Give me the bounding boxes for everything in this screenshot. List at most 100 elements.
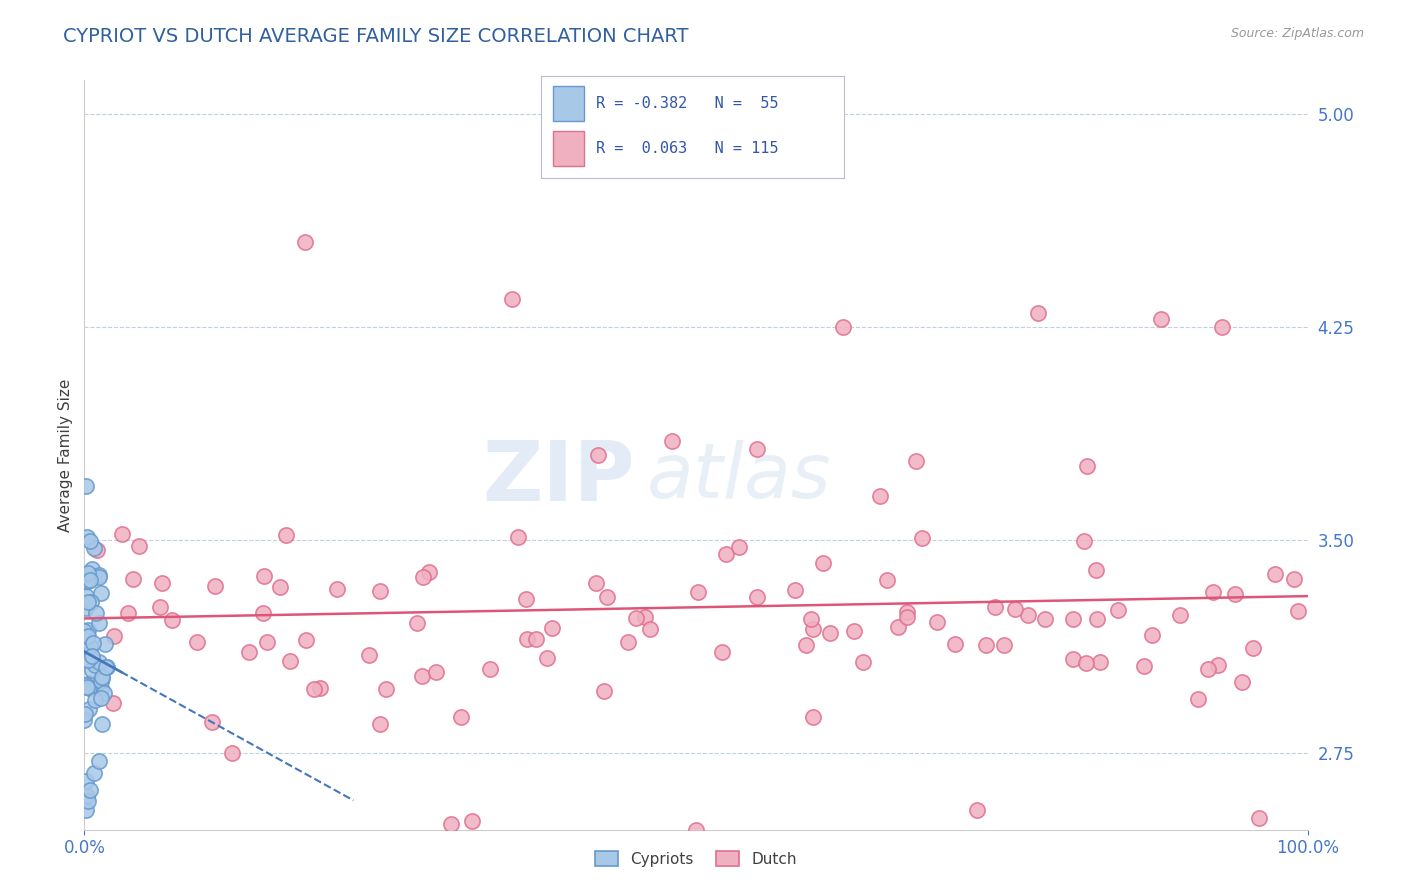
Point — [89, 586, 111, 600]
Point — [1028, 306, 1050, 320]
Point — [87, 656, 110, 670]
Point — [83, 568, 105, 582]
Point — [869, 490, 891, 504]
Point — [831, 320, 853, 334]
Point — [524, 632, 547, 646]
Point — [77, 702, 100, 716]
Point — [541, 622, 564, 636]
Point — [1211, 320, 1233, 334]
Point — [536, 651, 558, 665]
Point — [77, 629, 100, 643]
Point — [80, 663, 103, 677]
Bar — [554, 131, 583, 166]
Point — [418, 565, 440, 579]
Point — [966, 803, 988, 817]
Point — [911, 532, 934, 546]
Point — [783, 583, 806, 598]
Point — [73, 713, 96, 727]
Point — [91, 716, 114, 731]
Point — [1073, 533, 1095, 548]
Point — [80, 595, 103, 609]
Point — [96, 660, 118, 674]
Point — [294, 235, 316, 249]
Point — [75, 774, 97, 789]
Point — [253, 569, 276, 583]
Point — [79, 639, 101, 653]
Point — [96, 660, 118, 674]
Point — [685, 822, 707, 837]
Point — [1076, 459, 1098, 474]
Point — [710, 645, 733, 659]
Point — [624, 611, 647, 625]
Point — [370, 717, 392, 731]
Point — [425, 665, 447, 679]
Point — [76, 530, 98, 544]
Point — [405, 615, 427, 630]
Point — [82, 636, 104, 650]
Point — [86, 542, 108, 557]
Point — [80, 562, 103, 576]
Text: R = -0.382   N =  55: R = -0.382 N = 55 — [596, 96, 779, 111]
Point — [974, 638, 997, 652]
Point — [1062, 612, 1084, 626]
Point — [984, 600, 1007, 615]
Point — [412, 569, 434, 583]
Point — [716, 547, 738, 561]
Point — [93, 686, 115, 700]
Point — [801, 622, 824, 636]
Point — [274, 527, 297, 541]
Point — [1168, 608, 1191, 623]
Point — [103, 629, 125, 643]
Point — [1133, 658, 1156, 673]
Point — [1230, 674, 1253, 689]
Point — [121, 572, 143, 586]
Point — [76, 789, 98, 803]
Point — [461, 814, 484, 829]
Point — [80, 649, 103, 664]
Point — [150, 576, 173, 591]
Point — [1187, 692, 1209, 706]
Point — [799, 612, 821, 626]
Point — [747, 442, 769, 457]
Point — [87, 616, 110, 631]
Point — [638, 622, 661, 636]
Point — [1206, 658, 1229, 673]
Point — [252, 607, 274, 621]
Point — [502, 292, 524, 306]
Point — [478, 662, 501, 676]
Point — [596, 590, 619, 604]
Point — [79, 533, 101, 548]
Point — [75, 678, 97, 692]
Point — [278, 654, 301, 668]
Point — [1241, 640, 1264, 655]
Legend: Cypriots, Dutch: Cypriots, Dutch — [588, 843, 804, 874]
Point — [745, 590, 768, 604]
Point — [440, 817, 463, 831]
Point — [506, 530, 529, 544]
Point — [896, 605, 918, 619]
Point — [368, 583, 391, 598]
Point — [876, 573, 898, 587]
Point — [1033, 612, 1056, 626]
Point — [89, 570, 111, 584]
Point — [661, 434, 683, 448]
Text: R =  0.063   N = 115: R = 0.063 N = 115 — [596, 141, 779, 156]
Point — [727, 541, 749, 555]
Point — [87, 568, 110, 582]
Point — [76, 680, 98, 694]
Point — [374, 682, 396, 697]
Point — [796, 638, 818, 652]
Point — [905, 453, 928, 467]
Point — [221, 746, 243, 760]
Point — [803, 710, 825, 724]
Point — [634, 610, 657, 624]
Point — [93, 637, 115, 651]
Point — [450, 710, 472, 724]
Point — [304, 682, 326, 697]
Text: ZIP: ZIP — [482, 437, 636, 518]
Point — [186, 634, 208, 648]
Point — [160, 613, 183, 627]
Point — [90, 681, 112, 695]
Point — [77, 574, 100, 589]
Point — [1223, 587, 1246, 601]
